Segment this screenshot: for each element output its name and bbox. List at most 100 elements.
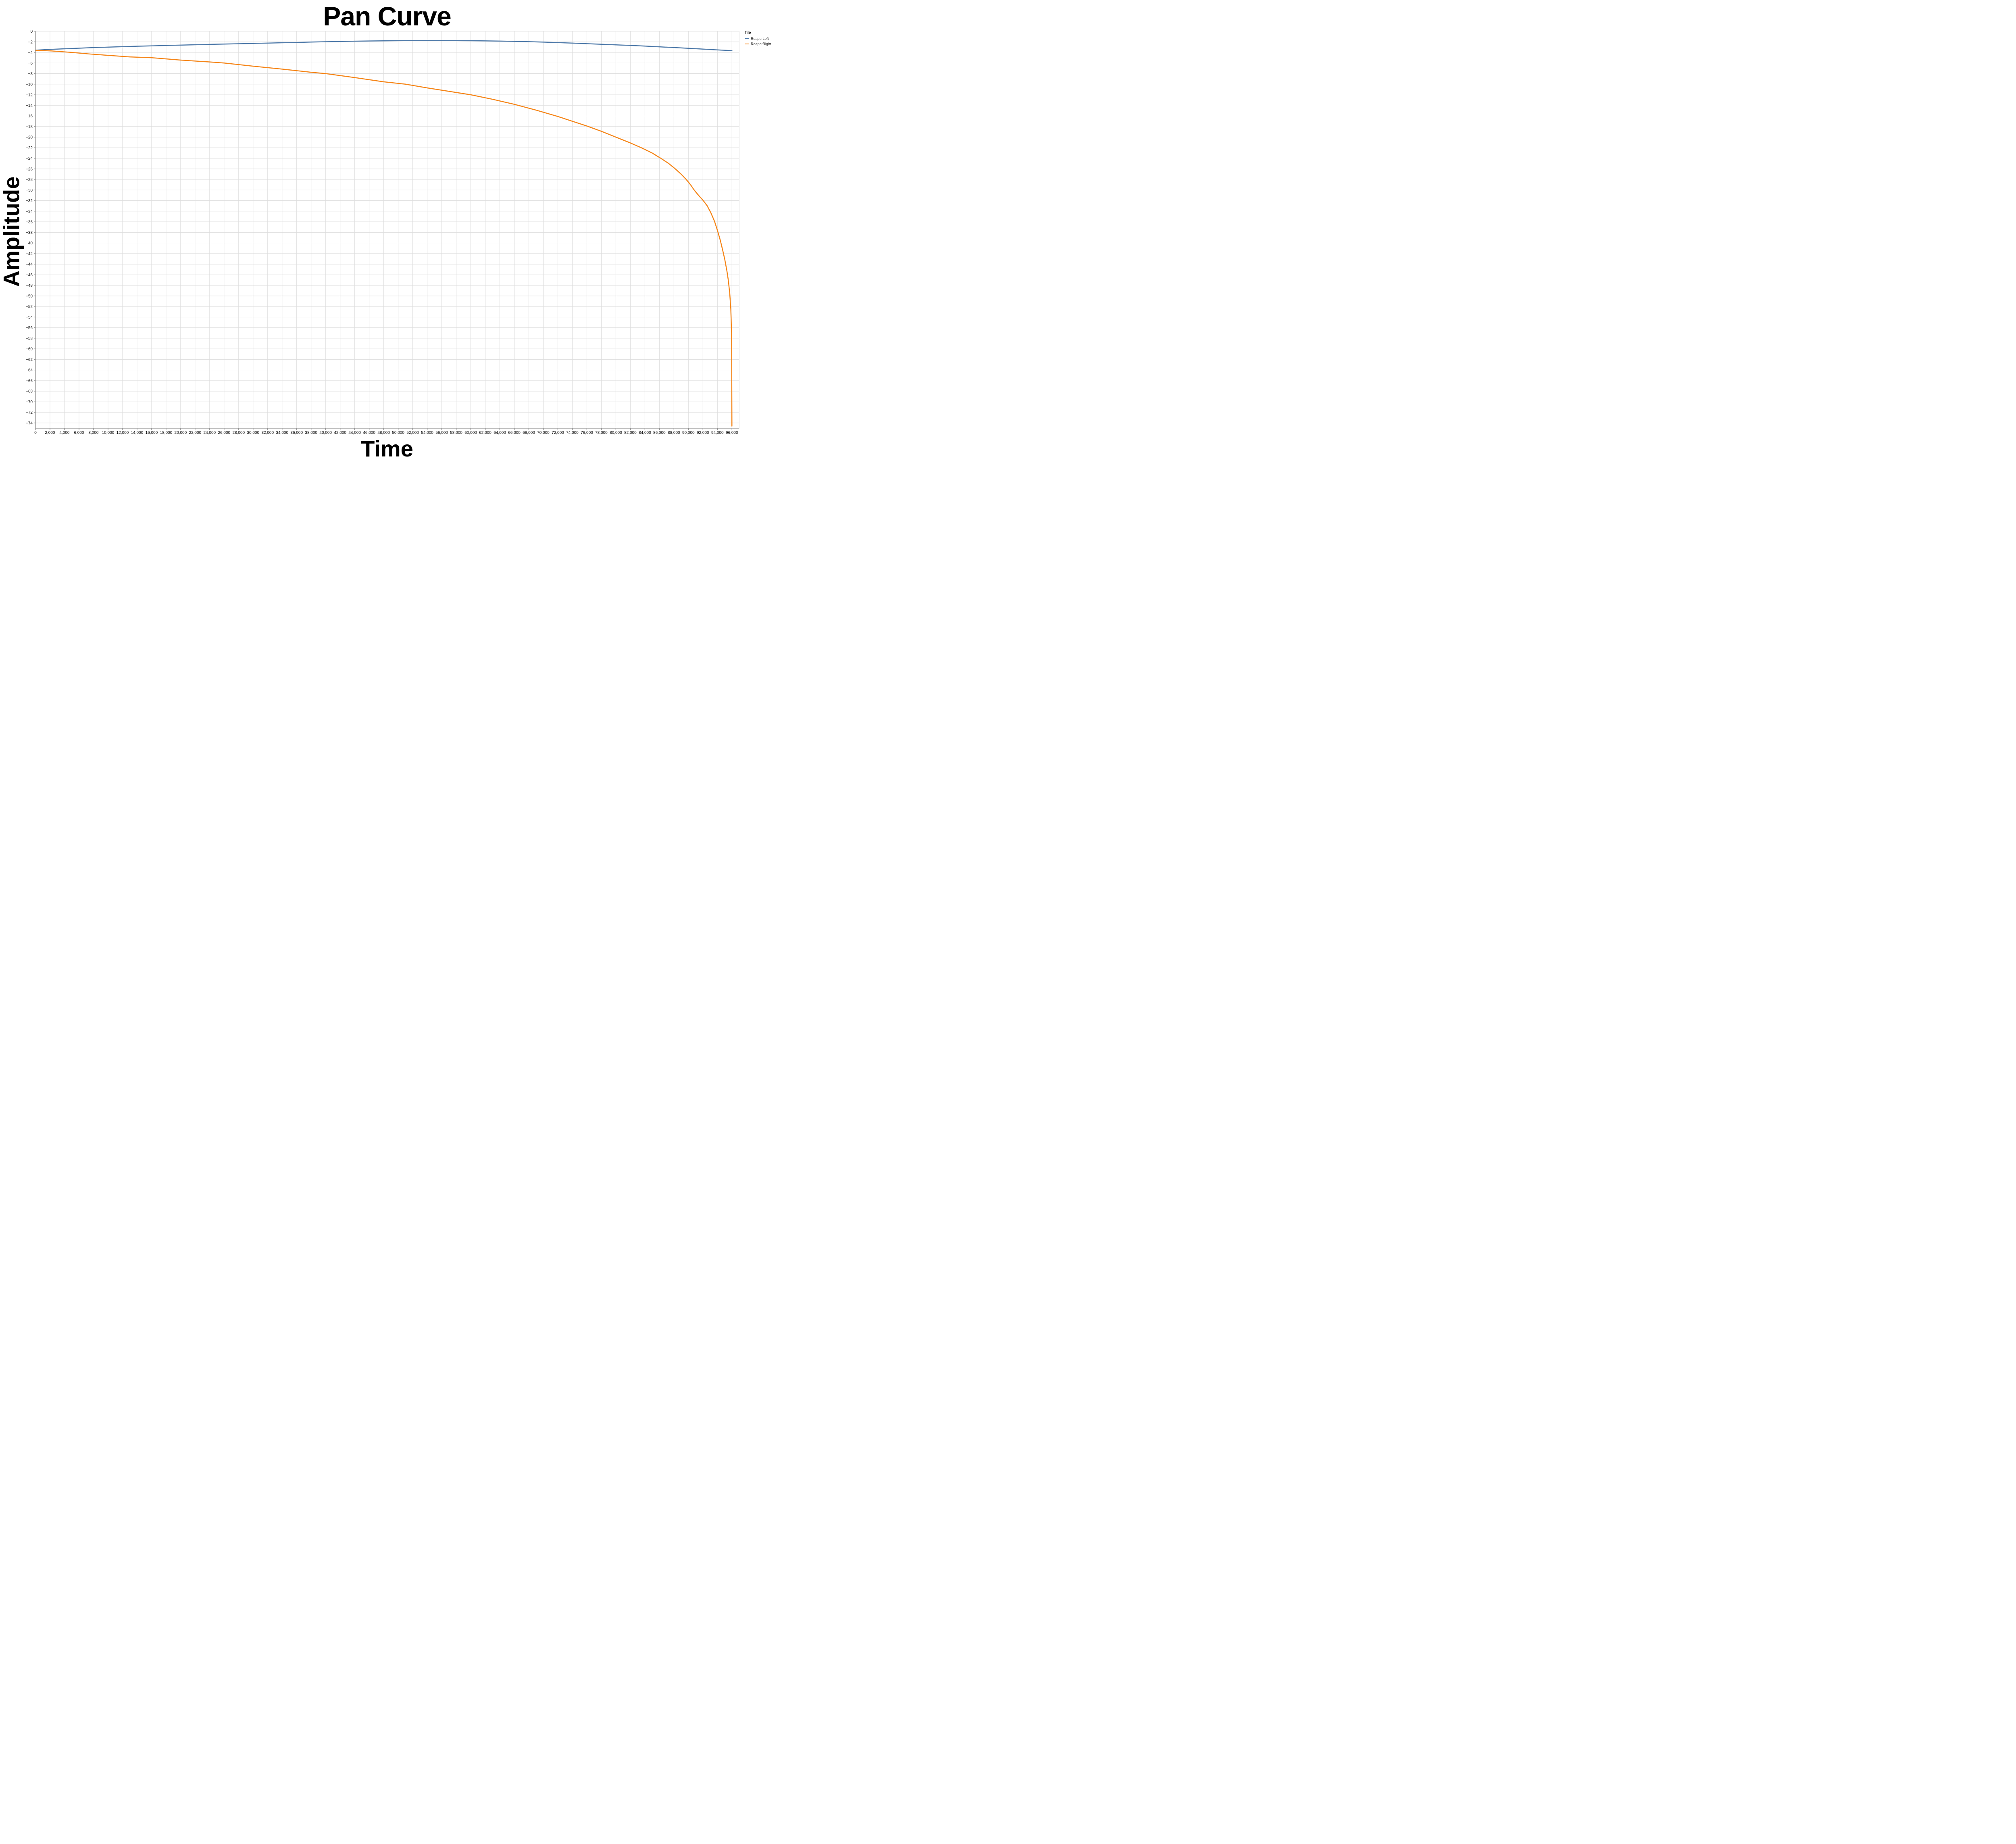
y-tick-label: −28 [26, 178, 33, 182]
y-tick-label: −36 [26, 220, 33, 225]
x-tick-label: 18,000 [160, 431, 173, 435]
y-tick-label: −14 [26, 104, 33, 108]
legend-item-label: ReaperLeft [751, 37, 769, 41]
x-tick-label: 64,000 [494, 431, 506, 435]
x-tick-label: 42,000 [334, 431, 346, 435]
series-line-ReaperRight [35, 50, 733, 427]
legend-title: file [745, 31, 751, 35]
x-tick-label: 4,000 [59, 431, 69, 435]
x-tick-label: 10,000 [102, 431, 115, 435]
x-tick-label: 26,000 [218, 431, 231, 435]
x-tick-label: 76,000 [581, 431, 593, 435]
chart-figure: Pan Curve 0 2,000 4,000 6,000 8,000 10,000 12,… [0, 0, 774, 461]
x-tick-label: 66,000 [508, 431, 521, 435]
y-tick-label: −64 [26, 368, 33, 373]
x-tick-label: 82,000 [624, 431, 637, 435]
x-tick-label: 78,000 [595, 431, 608, 435]
y-tick-label: −46 [26, 273, 33, 277]
x-tick-label: 72,000 [552, 431, 564, 435]
y-tick-label: −26 [26, 167, 33, 171]
x-tick-label: 56,000 [435, 431, 448, 435]
y-tick-label: −34 [26, 209, 33, 214]
x-tick-label: 36,000 [290, 431, 303, 435]
x-tick-label: 34,000 [276, 431, 288, 435]
x-tick-label: 40,000 [319, 431, 332, 435]
x-tick-label: 88,000 [668, 431, 680, 435]
y-tick-label: −16 [26, 114, 33, 119]
y-tick-label: 0 [30, 29, 33, 34]
x-tick-label: 62,000 [479, 431, 492, 435]
y-tick-label: −18 [26, 125, 33, 129]
y-tick-label: −66 [26, 379, 33, 383]
x-tick-label: 16,000 [146, 431, 158, 435]
y-tick-label: −50 [26, 294, 33, 298]
x-tick-label: 22,000 [189, 431, 202, 435]
x-tick-label: 86,000 [653, 431, 666, 435]
legend-swatch-icon [745, 43, 749, 45]
legend-item-label: ReaperRight [751, 42, 771, 46]
y-tick-label: −52 [26, 305, 33, 309]
x-tick-label: 30,000 [247, 431, 259, 435]
x-tick-label: 70,000 [537, 431, 550, 435]
x-tick-label: 68,000 [523, 431, 535, 435]
legend-item-ReaperRight: ReaperRight [745, 42, 771, 46]
x-tick-label: 74,000 [566, 431, 579, 435]
x-tick-label: 90,000 [682, 431, 695, 435]
y-tick-label: −48 [26, 283, 33, 288]
x-tick-label: 20,000 [175, 431, 187, 435]
x-tick-label: 8,000 [88, 431, 98, 435]
tick-labels: 0 2,000 4,000 6,000 8,000 10,000 12,000 14,000 1… [26, 29, 738, 435]
chart-canvas: 0 2,000 4,000 6,000 8,000 10,000 12,000 14,000 1… [26, 29, 739, 435]
y-tick-label: −42 [26, 252, 33, 256]
x-tick-label: 44,000 [348, 431, 361, 435]
legend-item-ReaperLeft: ReaperLeft [745, 37, 771, 41]
x-tick-label: 60,000 [464, 431, 477, 435]
x-tick-label: 38,000 [305, 431, 317, 435]
y-tick-label: −38 [26, 231, 33, 235]
y-tick-label: −2 [28, 40, 33, 44]
x-tick-label: 94,000 [711, 431, 724, 435]
y-tick-label: −30 [26, 188, 33, 193]
y-tick-label: −4 [28, 51, 33, 55]
y-tick-label: −56 [26, 326, 33, 330]
chart-title: Pan Curve [323, 1, 451, 31]
x-tick-label: 54,000 [421, 431, 433, 435]
y-tick-label: −70 [26, 400, 33, 404]
x-axis-title: Time [361, 436, 413, 461]
x-tick-label: 12,000 [117, 431, 129, 435]
y-tick-label: −6 [28, 61, 33, 66]
y-tick-label: −32 [26, 199, 33, 203]
x-tick-label: 28,000 [232, 431, 245, 435]
x-tick-label: 80,000 [610, 431, 622, 435]
x-tick-label: 14,000 [131, 431, 144, 435]
x-tick-label: 6,000 [74, 431, 84, 435]
x-tick-label: 84,000 [639, 431, 651, 435]
x-tick-label: 50,000 [392, 431, 404, 435]
x-tick-label: 32,000 [261, 431, 274, 435]
x-tick-label: 0 [34, 431, 37, 435]
y-tick-label: −72 [26, 410, 33, 415]
x-tick-label: 46,000 [363, 431, 375, 435]
legend-swatch-icon [745, 38, 749, 40]
y-tick-label: −58 [26, 336, 33, 341]
y-tick-label: −54 [26, 315, 33, 320]
x-tick-label: 48,000 [377, 431, 390, 435]
x-tick-label: 2,000 [45, 431, 55, 435]
legend: file ReaperLeft ReaperRight [745, 31, 771, 47]
y-tick-label: −60 [26, 347, 33, 352]
y-tick-label: −24 [26, 156, 33, 161]
y-tick-label: −8 [28, 72, 33, 76]
y-tick-label: −62 [26, 358, 33, 362]
x-tick-label: 58,000 [450, 431, 462, 435]
x-tick-label: 96,000 [726, 431, 738, 435]
y-tick-label: −44 [26, 263, 33, 267]
y-tick-label: −22 [26, 146, 33, 150]
y-tick-label: −20 [26, 135, 33, 140]
axes [34, 31, 739, 430]
x-tick-label: 52,000 [406, 431, 419, 435]
y-tick-label: −40 [26, 241, 33, 246]
y-tick-label: −74 [26, 421, 33, 425]
y-tick-label: −12 [26, 93, 33, 98]
x-tick-label: 24,000 [204, 431, 216, 435]
y-tick-label: −68 [26, 390, 33, 394]
